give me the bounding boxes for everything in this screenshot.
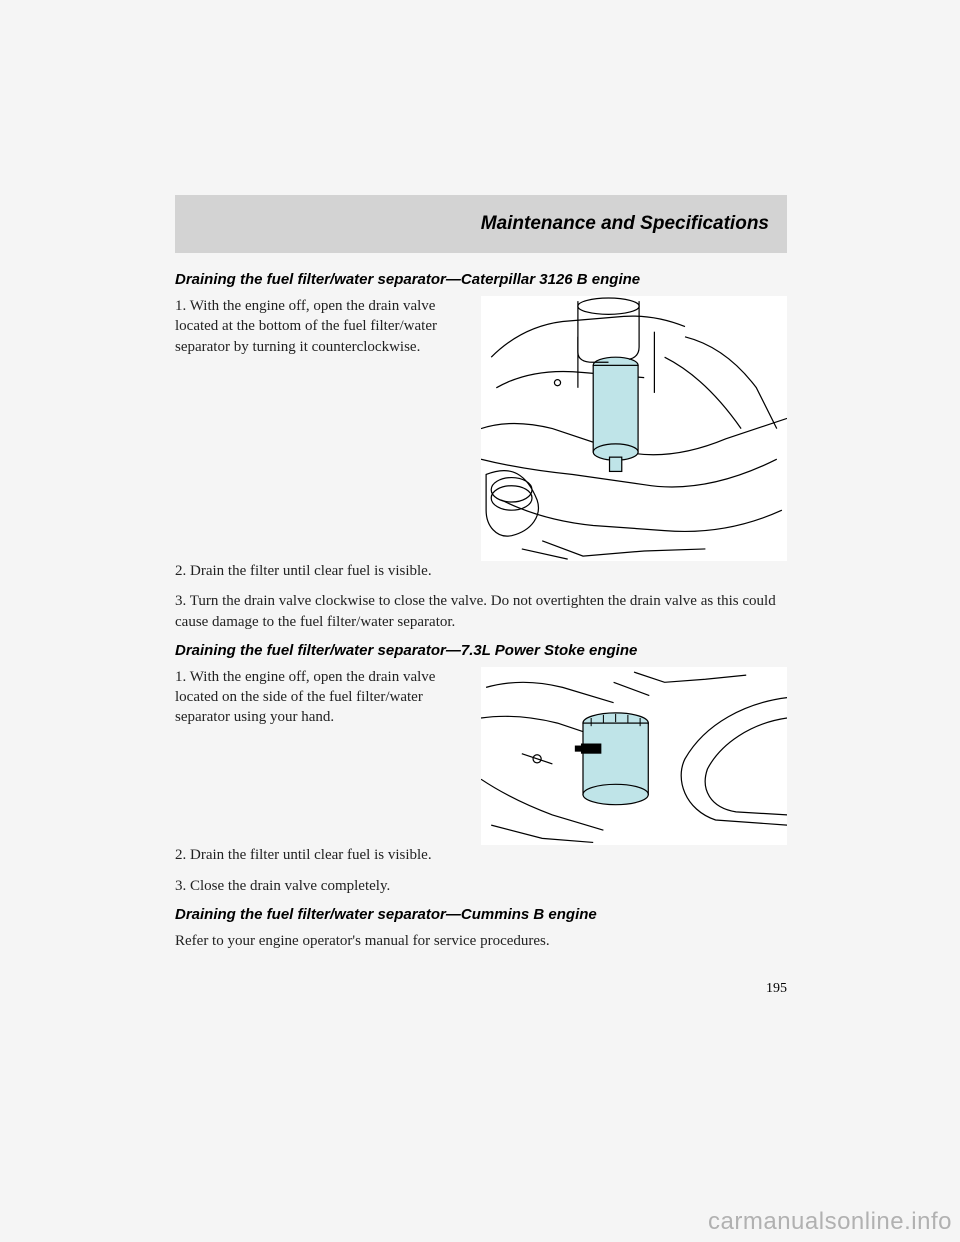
powerstroke-engine-diagram	[481, 667, 787, 846]
page-number: 195	[175, 981, 787, 997]
section-title-cummins: Draining the fuel filter/water separator…	[175, 906, 787, 923]
cat-step1: 1. With the engine off, open the drain v…	[175, 296, 465, 357]
ps-row: 1. With the engine off, open the drain v…	[175, 667, 787, 846]
fuel-filter-icon	[575, 713, 648, 805]
ps-step3: 3. Close the drain valve completely.	[175, 876, 787, 896]
ps-step1: 1. With the engine off, open the drain v…	[175, 667, 465, 728]
header-title: Maintenance and Specifications	[481, 213, 769, 235]
cat-step1-col: 1. With the engine off, open the drain v…	[175, 296, 465, 367]
ps-step1-col: 1. With the engine off, open the drain v…	[175, 667, 465, 738]
cat-step2: 2. Drain the filter until clear fuel is …	[175, 561, 787, 581]
section-title-caterpillar: Draining the fuel filter/water separator…	[175, 271, 787, 288]
ps-diagram-col	[481, 667, 787, 846]
cat-engine-diagram	[481, 296, 787, 561]
fuel-filter-icon	[593, 357, 638, 471]
watermark: carmanualsonline.info	[708, 1208, 952, 1236]
cat-step3: 3. Turn the drain valve clockwise to clo…	[175, 591, 787, 632]
cat-row: 1. With the engine off, open the drain v…	[175, 296, 787, 561]
cummins-step1: Refer to your engine operator's manual f…	[175, 931, 787, 951]
header-bar: Maintenance and Specifications	[175, 195, 787, 253]
ps-step2: 2. Drain the filter until clear fuel is …	[175, 845, 787, 865]
page-container: Maintenance and Specifications Draining …	[175, 195, 787, 997]
cat-diagram-col	[481, 296, 787, 561]
section-title-powerstroke: Draining the fuel filter/water separator…	[175, 642, 787, 659]
